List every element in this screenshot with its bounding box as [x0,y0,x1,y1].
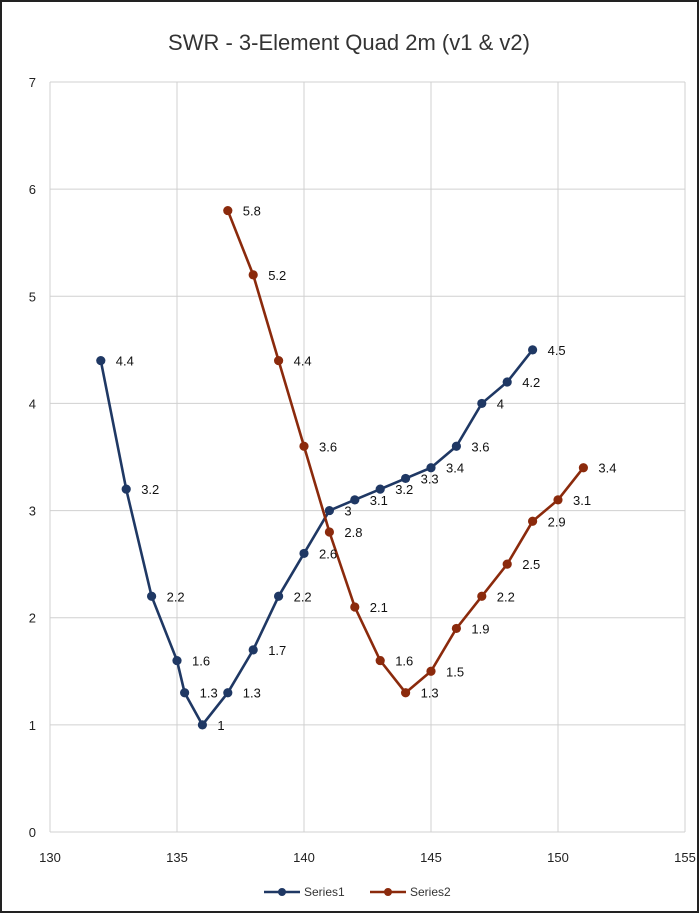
data-point [172,655,182,666]
data-point [451,441,461,451]
data-label: 1.3 [200,686,218,701]
data-point [324,505,334,516]
series-line-series2 [226,210,585,695]
data-point [375,655,385,666]
data-point [324,527,334,537]
data-point [375,484,385,494]
data-point [223,688,233,698]
data-point [426,463,436,473]
data-point [528,516,538,526]
data-point [121,484,131,494]
legend-marker [384,888,392,896]
data-point [502,377,512,387]
legend-label: Series1 [304,885,345,899]
data-point [528,345,538,355]
data-label: 3.6 [319,439,337,454]
y-tick-label: 2 [29,611,36,626]
data-point [147,591,157,601]
data-label: 3 [344,504,351,519]
data-point [96,355,106,366]
y-tick-label: 7 [29,75,36,90]
data-label: 4.5 [548,343,566,358]
data-label: 2.1 [370,600,388,615]
data-label: 1.7 [268,643,286,658]
data-label: 2.2 [497,589,515,604]
data-point [401,473,411,484]
data-point [299,548,309,559]
data-label: 3.2 [395,482,413,497]
data-label: 2.2 [294,589,312,604]
data-point [350,602,360,612]
data-point [401,688,411,698]
data-point [477,398,487,409]
data-point [426,666,436,676]
data-label: 5.2 [268,268,286,283]
data-label: 2.5 [522,557,540,572]
x-tick-label: 150 [547,850,569,865]
x-tick-label: 140 [293,850,315,865]
data-label: 3.1 [573,493,591,508]
data-point [248,270,258,280]
y-tick-label: 0 [29,825,36,840]
x-tick-label: 135 [166,850,188,865]
legend-marker [278,888,286,896]
data-point [197,720,207,730]
data-label: 2.6 [319,546,337,561]
data-label: 3.3 [421,471,439,486]
y-tick-label: 6 [29,182,36,197]
data-point [350,495,360,505]
data-point [578,463,589,473]
chart-title: SWR - 3-Element Quad 2m (v1 & v2) [168,30,530,55]
data-point [274,355,284,366]
data-label: 4 [497,396,504,411]
data-point [248,645,258,655]
data-label: 1.3 [421,686,439,701]
series-line-series1 [99,349,534,728]
data-label: 4.4 [294,354,312,369]
data-label: 1.5 [446,664,464,679]
x-tick-label: 130 [39,850,61,865]
data-label: 1.9 [471,621,489,636]
legend: Series1 Series2 [264,885,451,899]
data-point [180,688,190,698]
data-point [299,441,309,451]
grid-lines [49,81,686,833]
data-point [274,591,284,601]
y-tick-label: 4 [29,396,36,411]
data-label: 5.8 [243,204,261,219]
data-label: 3.4 [598,461,616,476]
x-tick-label: 145 [420,850,442,865]
data-point [477,591,487,601]
data-label: 1.6 [395,654,413,669]
data-label: 1.6 [192,654,210,669]
x-tick-label: 155 [674,850,696,865]
data-point [451,623,461,634]
data-point [553,495,563,505]
y-tick-label: 5 [29,289,36,304]
data-label: 2.8 [344,525,362,540]
data-label: 3.1 [370,493,388,508]
data-point [502,559,512,569]
data-label: 4.2 [522,375,540,390]
data-label: 3.4 [446,461,464,476]
data-labels: 4.4 3.2 2.2 1.6 1.3 1 1.3 1.7 2.2 2.6 3 3.1 3.2 3.3 3.… [116,204,617,733]
y-tick-label: 1 [29,718,36,733]
data-point [223,205,233,216]
data-label: 1.3 [243,686,261,701]
data-label: 1 [217,718,224,733]
data-label: 2.9 [548,514,566,529]
legend-label: Series2 [410,885,451,899]
data-label: 2.2 [167,589,185,604]
series-layer [96,205,589,730]
data-label: 3.6 [471,439,489,454]
y-tick-label: 3 [29,504,36,519]
data-label: 4.4 [116,354,134,369]
tick-labels: 0 1 2 3 4 5 6 7 130 135 140 145 150 155 [29,75,696,865]
data-label: 3.2 [141,482,159,497]
